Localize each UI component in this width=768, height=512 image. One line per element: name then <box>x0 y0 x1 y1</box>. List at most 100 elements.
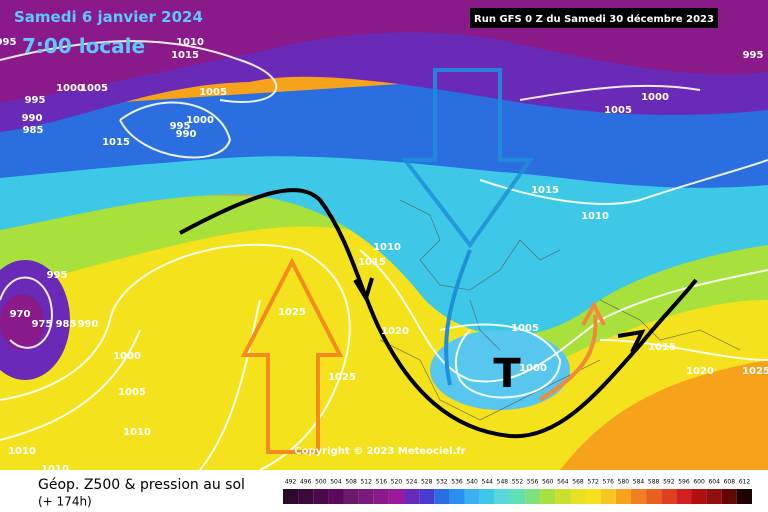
isobar-label: 1015 <box>171 50 199 61</box>
isobar-labels: 9951010101510001005100599599098510009959… <box>0 37 768 475</box>
scale-swatch <box>298 489 314 504</box>
scale-swatch <box>600 489 616 504</box>
scale-label: 560 <box>542 479 554 486</box>
scale-swatch <box>343 489 359 504</box>
scale-swatch <box>630 489 647 504</box>
isobar-label: 995 <box>170 121 191 132</box>
map-time: 7:00 locale <box>22 34 145 58</box>
scale-swatch <box>540 489 556 504</box>
isobar-label: 1005 <box>118 387 146 398</box>
scale-swatch <box>419 489 435 504</box>
isobar-label: 1020 <box>686 366 714 377</box>
footer-title: Géop. Z500 & pression au sol <box>38 477 245 493</box>
isobar-label: 990 <box>22 113 43 124</box>
scale-label: 544 <box>482 479 494 486</box>
isobar-label: 1000 <box>641 92 669 103</box>
low-core <box>430 330 570 410</box>
scale-label: 500 <box>315 479 327 486</box>
isobar-label: 995 <box>25 95 46 106</box>
isobar-label: 1015 <box>358 257 386 268</box>
color-scale: 492 496 500 504 508 512 516 520 524 528 532 536 540 5… <box>283 479 752 504</box>
isobar-label: 1010 <box>41 464 69 475</box>
isobar-label: 1000 <box>113 351 141 362</box>
isobar-label: 1015 <box>648 342 676 353</box>
warm-advection-arrow <box>240 257 344 454</box>
isobar-label: 1015 <box>102 137 130 148</box>
scale-label: 512 <box>360 479 372 486</box>
scale-label: 600 <box>693 479 705 486</box>
scale-label: 520 <box>391 479 403 486</box>
scale-label: 532 <box>436 479 448 486</box>
scale-label: 596 <box>678 479 690 486</box>
jet-stream-arrow <box>179 188 698 439</box>
isobar-label: 1005 <box>511 323 539 334</box>
scale-swatch <box>313 489 329 504</box>
scale-label: 604 <box>708 479 720 486</box>
scale-swatch <box>373 489 389 504</box>
scale-swatch <box>464 489 480 504</box>
footer-subtitle: (+ 174h) <box>38 495 92 509</box>
scale-swatch <box>509 489 526 504</box>
scale-swatch <box>676 489 692 504</box>
isobar-label: 1010 <box>581 211 609 222</box>
isobar-label: 995 <box>0 37 16 48</box>
isobar-label: 1000 <box>186 115 214 126</box>
scale-swatch <box>615 489 631 504</box>
isobar-label: 1005 <box>199 87 227 98</box>
isobar-label: 1005 <box>604 105 632 116</box>
isobar-label: 985 <box>56 319 77 330</box>
scale-label: 592 <box>663 479 675 486</box>
isobar-label: 1005 <box>80 83 108 94</box>
scale-swatch <box>494 489 510 504</box>
isobar-label: 1025 <box>742 366 768 377</box>
scale-swatch <box>736 489 752 504</box>
isobar-label: 1000 <box>519 363 547 374</box>
scale-swatch <box>434 489 450 504</box>
scale-label: 564 <box>557 479 569 486</box>
scale-label: 536 <box>451 479 463 486</box>
scale-label: 524 <box>406 479 418 486</box>
isobar-label: 1010 <box>373 242 401 253</box>
map-date: Samedi 6 janvier 2024 <box>14 8 203 26</box>
isobar-label: 1010 <box>8 446 36 457</box>
field-cyan <box>0 150 768 336</box>
isobar-label: 1010 <box>176 37 204 48</box>
scale-label: 608 <box>724 479 736 486</box>
scale-swatch <box>691 489 707 504</box>
isobar-label: 1020 <box>381 326 409 337</box>
scale-swatch <box>404 489 420 504</box>
scale-swatch <box>449 489 465 504</box>
deep-low-core <box>0 294 44 350</box>
scale-swatch <box>555 489 571 504</box>
scale-label: 528 <box>421 479 433 486</box>
scale-swatch <box>479 489 495 504</box>
isobar-label: 985 <box>23 125 44 136</box>
cold-flow-arrow <box>444 249 472 386</box>
isobar-label: 970 <box>10 309 31 320</box>
isobar-label: 990 <box>176 129 197 140</box>
scale-label: 508 <box>345 479 357 486</box>
isobar-label: 1010 <box>123 427 151 438</box>
isobar-label: 1015 <box>531 185 559 196</box>
isobar-label: 1025 <box>328 372 356 383</box>
cold-advection-arrow <box>400 68 534 249</box>
scale-label: 552 <box>512 479 524 486</box>
scale-label: 496 <box>300 479 312 486</box>
scale-label: 556 <box>527 479 539 486</box>
scale-label: 492 <box>285 479 297 486</box>
scale-label: 612 <box>739 479 751 486</box>
scale-swatch <box>646 489 662 504</box>
scale-label: 516 <box>376 479 388 486</box>
run-box <box>470 8 718 28</box>
scale-swatch <box>388 489 405 504</box>
scale-swatch <box>283 489 299 504</box>
scale-label: 576 <box>603 479 615 486</box>
scale-label: 588 <box>648 479 660 486</box>
scale-label: 572 <box>587 479 599 486</box>
arrowhead <box>353 277 374 303</box>
isobar-label: 1000 <box>56 83 84 94</box>
copyright: Copyright © 2023 Meteociel.fr <box>294 446 465 457</box>
scale-swatch <box>706 489 722 504</box>
